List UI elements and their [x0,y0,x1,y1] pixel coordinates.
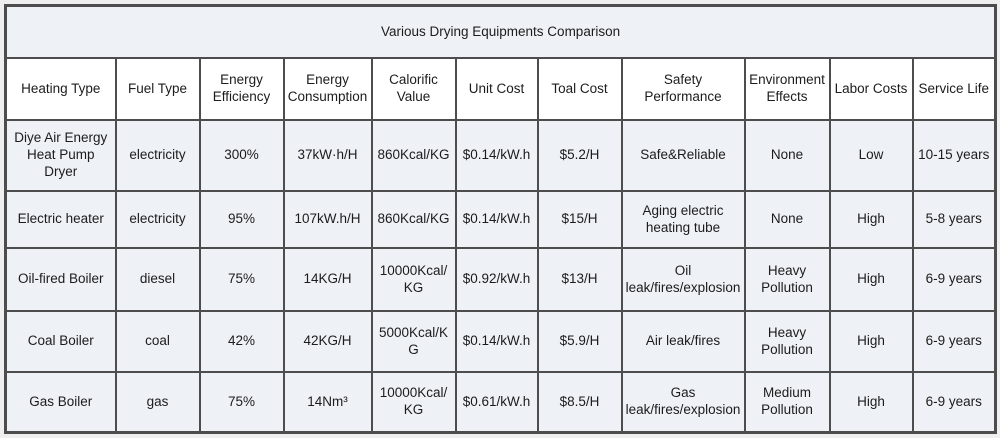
cell-heating-type: Electric heater [4,190,117,249]
cell-toal-cost: $15/H [536,190,623,249]
cell-calorific-value: 10000Kcal/KG [370,371,457,434]
table-title: Various Drying Equipments Comparison [4,4,997,59]
cell-toal-cost: $13/H [536,247,623,312]
cell-safety-performance: Safe&Reliable [620,119,746,192]
cell-fuel-type: diesel [114,247,201,312]
column-header-heating-type: Heating Type [4,57,117,121]
cell-environment-effects: Heavy Pollution [743,310,831,373]
cell-energy-consumption: 37kW·h/H [282,119,373,192]
column-header-safety-performance: Safety Performance [620,57,746,121]
cell-heating-type: Gas Boiler [4,371,117,434]
column-header-fuel-type: Fuel Type [114,57,201,121]
cell-labor-costs: Low [828,119,914,192]
cell-energy-efficiency: 75% [198,371,285,434]
cell-fuel-type: gas [114,371,201,434]
cell-calorific-value: 10000Kcal/KG [370,247,457,312]
column-header-energy-efficiency: Energy Efficiency [198,57,285,121]
table-row-gas-boiler: Gas Boiler gas 75% 14Nm³ 10000Kcal/KG $0… [4,371,997,434]
cell-labor-costs: High [828,190,914,249]
cell-toal-cost: $8.5/H [536,371,623,434]
cell-energy-consumption: 42KG/H [282,310,373,373]
cell-service-life: 5-8 years [911,190,997,249]
cell-environment-effects: None [743,119,831,192]
comparison-table: Various Drying Equipments Comparison Hea… [4,4,998,434]
cell-unit-cost: $0.14/kW.h [454,310,539,373]
column-header-energy-consumption: Energy Consumption [282,57,373,121]
column-header-calorific-value: Calorific Value [370,57,457,121]
cell-unit-cost: $0.61/kW.h [454,371,539,434]
cell-energy-efficiency: 75% [198,247,285,312]
cell-fuel-type: coal [114,310,201,373]
cell-heating-type: Diye Air Energy Heat Pump Dryer [4,119,117,192]
cell-environment-effects: Medium Pollution [743,371,831,434]
cell-energy-consumption: 107kW.h/H [282,190,373,249]
cell-calorific-value: 860Kcal/KG [370,119,457,192]
cell-environment-effects: None [743,190,831,249]
cell-unit-cost: $0.92/kW.h [454,247,539,312]
cell-calorific-value: 860Kcal/KG [370,190,457,249]
cell-service-life: 6-9 years [911,371,997,434]
cell-energy-consumption: 14KG/H [282,247,373,312]
cell-heating-type: Coal Boiler [4,310,117,373]
cell-labor-costs: High [828,247,914,312]
cell-calorific-value: 5000Kcal/KG [370,310,457,373]
cell-service-life: 6-9 years [911,310,997,373]
cell-service-life: 6-9 years [911,247,997,312]
table-row-oil-fired-boiler: Oil-fired Boiler diesel 75% 14KG/H 10000… [4,247,997,312]
cell-unit-cost: $0.14/kW.h [454,119,539,192]
column-header-service-life: Service Life [911,57,997,121]
table-row-heat-pump-dryer: Diye Air Energy Heat Pump Dryer electric… [4,119,997,192]
cell-energy-efficiency: 95% [198,190,285,249]
cell-labor-costs: High [828,310,914,373]
table-row-coal-boiler: Coal Boiler coal 42% 42KG/H 5000Kcal/KG … [4,310,997,373]
cell-heating-type: Oil-fired Boiler [4,247,117,312]
cell-toal-cost: $5.9/H [536,310,623,373]
cell-service-life: 10-15 years [911,119,997,192]
column-header-toal-cost: Toal Cost [536,57,623,121]
cell-safety-performance: Oil leak/fires/explosion [620,247,746,312]
cell-fuel-type: electricity [114,119,201,192]
cell-energy-efficiency: 300% [198,119,285,192]
cell-safety-performance: Aging electric heating tube [620,190,746,249]
cell-safety-performance: Air leak/fires [620,310,746,373]
cell-toal-cost: $5.2/H [536,119,623,192]
column-header-unit-cost: Unit Cost [454,57,539,121]
cell-energy-consumption: 14Nm³ [282,371,373,434]
column-header-environment-effects: Environment Effects [743,57,831,121]
header-row: Heating Type Fuel Type Energy Efficiency… [4,57,997,121]
cell-unit-cost: $0.14/kW.h [454,190,539,249]
cell-fuel-type: electricity [114,190,201,249]
cell-environment-effects: Heavy Pollution [743,247,831,312]
title-row: Various Drying Equipments Comparison [4,4,997,59]
table-row-electric-heater: Electric heater electricity 95% 107kW.h/… [4,190,997,249]
cell-safety-performance: Gas leak/fires/explosion [620,371,746,434]
column-header-labor-costs: Labor Costs [828,57,914,121]
cell-energy-efficiency: 42% [198,310,285,373]
cell-labor-costs: High [828,371,914,434]
